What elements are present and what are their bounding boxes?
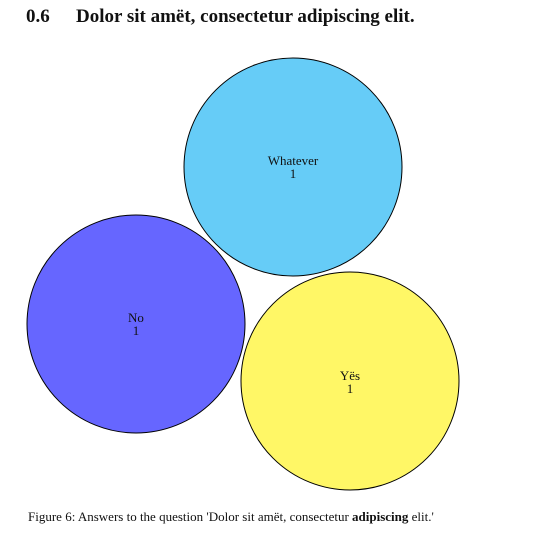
bubble-yes: Yës 1 xyxy=(240,271,460,491)
bubble-yes-circle xyxy=(240,271,460,491)
bubble-whatever-circle xyxy=(183,57,403,277)
bubble-no-circle xyxy=(26,214,246,434)
section-number: 0.6 xyxy=(26,6,50,27)
bubble-whatever: Whatever 1 xyxy=(183,57,403,277)
caption-suffix: elit.' xyxy=(408,509,434,524)
bubble-yes-label: Yës xyxy=(340,368,360,383)
caption-bold: adipiscing xyxy=(352,509,409,524)
figure-caption: Figure 6: Answers to the question 'Dolor… xyxy=(28,509,518,525)
bubble-whatever-value: 1 xyxy=(290,166,297,181)
bubble-yes-value: 1 xyxy=(347,381,354,396)
bubble-whatever-label: Whatever xyxy=(268,153,319,168)
bubble-no-label: No xyxy=(128,310,144,325)
bubble-no: No 1 xyxy=(26,214,246,434)
section-title: Dolor sit amët, consectetur adipiscing e… xyxy=(76,6,415,27)
bubble-no-value: 1 xyxy=(133,323,140,338)
caption-prefix: Figure 6: Answers to the question 'Dolor… xyxy=(28,509,353,524)
section-heading: 0.6 Dolor sit amët, consectetur adipiscin… xyxy=(26,6,415,28)
